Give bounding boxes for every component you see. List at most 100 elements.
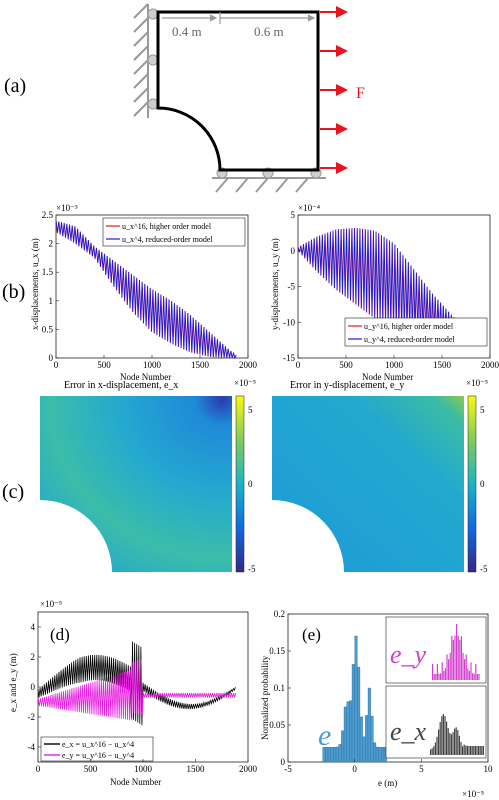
e-inset-ey-bar xyxy=(435,674,437,680)
b-right-xtick-label: 0 xyxy=(296,360,301,370)
e-inset-ex-bar xyxy=(455,727,457,755)
e-inset-ex-bar xyxy=(463,744,465,755)
e-inset-ey-bar xyxy=(438,673,440,680)
e-x-label: e_x xyxy=(390,717,427,746)
b-left-chart: ×10⁻³ Node Number x-displacements, u_x (… xyxy=(30,203,249,382)
dim-0-6: 0.6 m xyxy=(254,24,284,39)
e-y-label: e_y xyxy=(390,640,427,669)
d-ytick-label: -4 xyxy=(28,742,36,752)
e-bar xyxy=(381,747,385,763)
b-left-xtick-label: 1500 xyxy=(191,360,210,370)
bottom-support xyxy=(212,177,326,193)
e-ytick-label: 0 xyxy=(281,757,286,767)
e-inset-ey-bar xyxy=(460,636,462,680)
b-left-ytick-label: 1 xyxy=(49,296,54,306)
e-inset-ey-bar xyxy=(448,659,450,680)
b-left-legend xyxy=(102,217,246,247)
d-legend-1: e_x = u_x^16 − u_x^4 xyxy=(62,740,134,749)
e-inset-ey-bar xyxy=(475,663,477,680)
e-inset-ey-bar xyxy=(465,654,467,680)
e-ytick-label: 0.05 xyxy=(269,720,285,730)
e-inset-ex-bar xyxy=(462,746,464,755)
b-right-xtick-label: 2000 xyxy=(481,360,499,370)
b-right-ylabel: y-displacements, u_y (m) xyxy=(270,238,280,330)
panel-e-label: (e) xyxy=(302,625,321,644)
d-xtick-label: 2000 xyxy=(239,764,258,774)
d-series-ex xyxy=(37,641,236,726)
d-series-ey xyxy=(37,659,237,721)
e-chart: (e) ×10⁻⁵ e (m) Normalized probability e… xyxy=(260,613,489,799)
c-left-cbar-0: 0 xyxy=(248,479,253,489)
left-support xyxy=(133,3,149,118)
force-label: F xyxy=(356,85,365,102)
b-left-legend-1: u_x^16, higher order model xyxy=(122,222,212,231)
e-bar xyxy=(362,736,366,763)
c-right-cbar-exp: ×10⁻⁵ xyxy=(466,378,488,388)
e-inset-ey-bar xyxy=(473,673,475,680)
e-inset-ex-bar xyxy=(447,728,449,755)
e-inset-ex-bar xyxy=(431,748,433,755)
b-right-legend-2: u_y^4, reduced-order model xyxy=(364,335,455,344)
c-left-hole xyxy=(40,500,112,572)
e-inset-ey-bar xyxy=(443,670,445,680)
e-inset-ey-bar xyxy=(470,662,472,680)
e-inset-ex-bar xyxy=(460,741,462,755)
panel-b-label: (b) xyxy=(2,281,25,303)
e-inset-ex-bar xyxy=(449,733,451,755)
b-left-xlabel: Node Number xyxy=(120,372,171,382)
e-inset-ex-bar xyxy=(479,746,481,755)
e-inset-ey-bar xyxy=(436,663,438,680)
e-inset-ey-bar xyxy=(454,635,456,680)
e-inset-ey-bar xyxy=(464,659,466,680)
e-inset-ex-bar xyxy=(433,746,435,755)
e-inset-ex-bar xyxy=(444,716,446,755)
c-left-cbar-5: 5 xyxy=(248,405,253,415)
e-inset-ey-bar xyxy=(449,652,451,680)
e-inset-ey-bar xyxy=(478,674,480,680)
c-left-cbar-neg5: -5 xyxy=(248,564,256,574)
e-inset-ey-bar xyxy=(462,652,464,680)
b-left-legend-2: u_x^4, reduced-order model xyxy=(122,235,213,244)
dimension-lines xyxy=(162,12,316,24)
d-xlabel: Node Number xyxy=(110,777,161,787)
e-bar xyxy=(378,747,382,763)
e-inset-ey-bar xyxy=(468,670,470,680)
e-bar xyxy=(357,666,361,763)
c-left-colorbar xyxy=(235,395,245,573)
b-right-ytick-label: -15 xyxy=(283,353,295,363)
b-left-ytick-label: 0.5 xyxy=(42,324,54,334)
force-arrows xyxy=(320,6,348,174)
c-right-cbar-neg5: -5 xyxy=(480,564,488,574)
d-ytick-label: 4 xyxy=(31,622,36,632)
b-right-ytick-label: -5 xyxy=(288,282,296,292)
d-ytick-label: 2 xyxy=(31,652,36,662)
b-left-ytick-label: 2 xyxy=(49,239,54,249)
dim-0-4: 0.4 m xyxy=(172,24,202,39)
e-inset-ex-bar xyxy=(478,746,480,755)
e-inset-ex-bar xyxy=(481,746,483,755)
e-ytick-label: 0.15 xyxy=(269,646,285,656)
e-inset-ey-bar xyxy=(446,654,448,680)
e-inset-ey-bar xyxy=(451,636,453,680)
e-bar xyxy=(335,746,339,763)
b-left-xtick-label: 2000 xyxy=(239,360,258,370)
e-inset-ex-bar xyxy=(466,745,468,755)
d-xtick-label: 0 xyxy=(36,764,41,774)
structure-outline xyxy=(156,10,320,172)
panel-a: (a) xyxy=(4,3,365,193)
b-left-series-2 xyxy=(55,220,237,360)
e-inset-ex-bar xyxy=(450,734,452,755)
d-legend xyxy=(40,736,154,762)
e-main-label: e xyxy=(318,719,331,752)
d-legend-2: e_y = u_y^16 − u_y^4 xyxy=(62,751,134,760)
e-bar xyxy=(349,700,353,763)
d-ytick-label: -2 xyxy=(28,712,36,722)
e-xlabel: e (m) xyxy=(378,778,397,788)
e-inset-ex-bar xyxy=(436,736,438,755)
e-bar xyxy=(333,747,337,763)
left-rollers xyxy=(147,8,159,110)
b-left-xtick-label: 500 xyxy=(97,360,111,370)
d-exponent: ×10⁻⁵ xyxy=(40,599,62,609)
e-inset-ey-bar xyxy=(441,662,443,680)
